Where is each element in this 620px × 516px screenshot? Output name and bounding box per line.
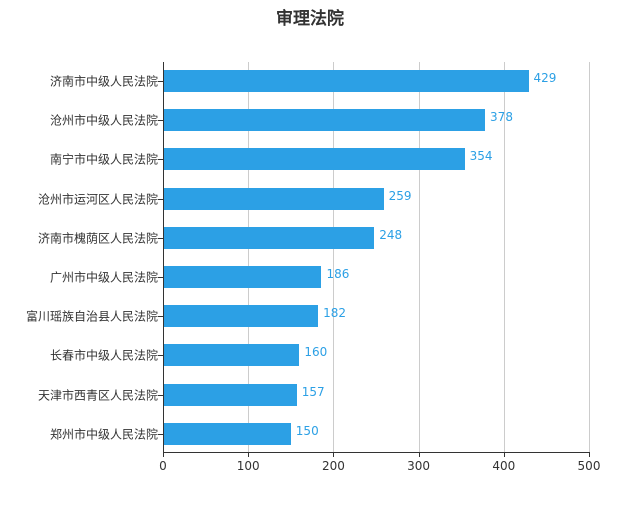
gridline (503, 62, 505, 452)
x-tick-label: 0 (159, 459, 167, 473)
bar (164, 70, 529, 92)
bar-value-label: 354 (469, 149, 493, 164)
bar-value-label: 150 (295, 423, 319, 438)
y-tick (158, 277, 163, 278)
bar-value-label: 160 (304, 345, 328, 360)
x-tick (163, 452, 164, 457)
y-tick (158, 198, 163, 200)
bar-value-label: 157 (301, 384, 325, 399)
bar (164, 305, 319, 328)
bar-value-label: 429 (533, 71, 557, 85)
chart-title: 审理法院 (276, 9, 344, 29)
x-tick (418, 452, 420, 457)
y-tick (158, 120, 163, 122)
x-axis-line (163, 452, 590, 453)
x-tick-label: 100 (236, 459, 260, 473)
bar (164, 148, 465, 171)
bar-value-label: 182 (323, 306, 346, 321)
y-tick (158, 81, 163, 82)
x-tick (333, 452, 335, 457)
bar (164, 383, 297, 406)
bar (164, 109, 486, 132)
x-tick (248, 452, 250, 457)
y-tick (158, 394, 163, 396)
y-category-label: 广州市中级人民法院 (49, 270, 158, 285)
bar (164, 422, 291, 445)
y-category-label: 天津市西青区人民法院 (37, 388, 158, 403)
y-category-label: 济南市中级人民法院 (49, 74, 158, 89)
x-tick-label: 300 (407, 459, 431, 473)
x-tick (503, 452, 505, 457)
y-tick (158, 159, 163, 161)
x-tick-label: 400 (492, 459, 516, 473)
y-category-label: 南宁市中级人民法院 (49, 152, 158, 167)
y-category-label: 富川瑶族自治县人民法院 (25, 309, 158, 324)
y-category-label: 长春市中级人民法院 (49, 348, 158, 363)
y-tick (158, 355, 163, 357)
y-category-label: 郑州市中级人民法院 (49, 427, 158, 442)
gridline (333, 62, 335, 452)
y-tick (158, 433, 163, 435)
x-tick (589, 452, 590, 457)
gridline (248, 62, 250, 452)
x-tick-label: 200 (321, 459, 345, 473)
bar-value-label: 186 (326, 267, 350, 281)
y-category-label: 沧州市运河区人民法院 (37, 192, 158, 207)
bar (164, 344, 300, 367)
bar-value-label: 248 (379, 227, 403, 242)
gridline (589, 62, 590, 452)
x-tick-label: 500 (577, 459, 601, 473)
bar (164, 266, 322, 288)
y-axis-line (163, 62, 164, 452)
gridline (418, 62, 420, 452)
bar (164, 187, 384, 210)
y-tick (158, 316, 163, 318)
y-tick (158, 237, 163, 239)
bar-value-label: 259 (388, 188, 412, 203)
bar (164, 226, 375, 249)
y-category-label: 沧州市中级人民法院 (49, 113, 158, 128)
y-category-label: 济南市槐荫区人民法院 (37, 231, 158, 246)
bar-value-label: 378 (490, 110, 513, 125)
